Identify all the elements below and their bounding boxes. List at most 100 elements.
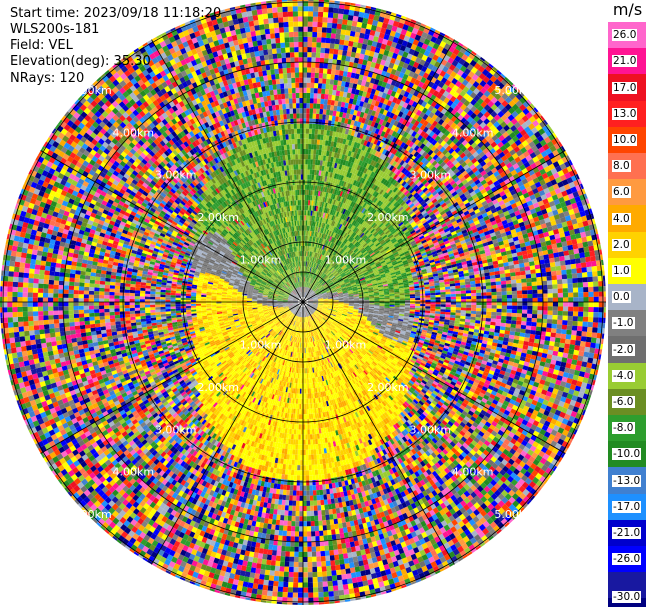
ppi-cell (325, 42, 331, 49)
ppi-cell (311, 246, 314, 252)
ppi-cell (569, 254, 575, 260)
ppi-cell (314, 205, 317, 212)
ppi-cell (520, 270, 526, 276)
ppi-cell (310, 195, 313, 201)
ppi-cell (332, 110, 337, 117)
ppi-cell (314, 139, 318, 145)
ppi-cell (327, 156, 332, 162)
ppi-cell (330, 167, 334, 173)
ppi-cell (308, 256, 310, 262)
ppi-cell (320, 52, 325, 59)
ppi-cell (303, 72, 307, 78)
ppi-cell (308, 225, 310, 231)
ppi-cell (305, 225, 307, 231)
ppi-cell (311, 205, 314, 211)
ppi-cell (319, 62, 324, 69)
ppi-cell (303, 291, 304, 297)
ppi-cell (323, 191, 327, 198)
ppi-cell (304, 194, 307, 201)
ppi-cell (309, 205, 312, 211)
ppi-cell (534, 264, 541, 270)
ppi-cell (303, 143, 306, 149)
ppi-cell (317, 175, 321, 181)
ppi-cell (311, 236, 314, 242)
ppi-cell (322, 17, 328, 23)
ppi-cell (303, 31, 308, 37)
ppi-cell (305, 271, 307, 277)
ppi-cell (306, 230, 308, 236)
ppi-cell (554, 256, 560, 263)
ppi-cell (349, 56, 355, 63)
ppi-cell (311, 215, 314, 221)
ppi-cell (328, 53, 334, 59)
ppi-cell (318, 78, 323, 84)
ppi-cell (325, 140, 329, 146)
ppi-cell (324, 124, 328, 131)
ppi-cell (308, 261, 311, 267)
ppi-cell (310, 190, 313, 196)
ppi-cell (345, 30, 351, 36)
ppi-cell (303, 159, 306, 165)
ppi-cell (338, 75, 343, 81)
ppi-cell (322, 140, 326, 146)
ppi-cell (316, 165, 320, 171)
ppi-cell (304, 271, 306, 277)
ppi-cell (329, 48, 335, 54)
ppi-cell (591, 266, 598, 272)
ppi-cell (333, 105, 338, 112)
ppi-cell (313, 195, 317, 201)
ppi-cell (338, 8, 345, 15)
ppi-cell (309, 256, 311, 262)
ppi-cell (303, 281, 305, 287)
ppi-cell (309, 108, 314, 114)
ppi-cell (331, 64, 337, 70)
ppi-cell (315, 216, 319, 222)
ppi-cell (332, 18, 338, 24)
ppi-cell (544, 262, 551, 268)
ppi-cell (313, 149, 317, 155)
ppi-cell (312, 118, 316, 124)
ppi-cell (315, 211, 318, 217)
ppi-cell (316, 37, 322, 43)
ppi-cell (304, 261, 306, 267)
ppi-cell (303, 256, 305, 262)
ppi-cell (315, 118, 319, 125)
ppi-cell (318, 73, 323, 79)
ppi-cell (303, 128, 306, 134)
ppi-cell (335, 33, 341, 40)
ppi-cell (309, 220, 312, 226)
ppi-cell (311, 169, 315, 175)
ppi-cell (304, 210, 307, 216)
ppi-cell (323, 166, 327, 172)
ppi-cell (338, 116, 343, 123)
ppi-cell (308, 256, 311, 262)
ppi-cell (321, 119, 326, 125)
ppi-cell (319, 108, 324, 115)
ppi-cell (314, 77, 319, 84)
ppi-cell (334, 43, 340, 50)
ppi-cell (303, 291, 305, 297)
ppi-cell (490, 281, 497, 286)
ppi-cell (306, 118, 310, 124)
ppi-cell (330, 33, 336, 39)
ppi-cell (305, 276, 307, 282)
ppi-cell (580, 262, 587, 268)
ppi-cell (316, 144, 320, 150)
ppi-cell (350, 25, 357, 32)
ppi-cell (309, 225, 311, 231)
ppi-cell (303, 276, 304, 282)
ppi-cell (332, 59, 338, 65)
ppi-cell (308, 230, 311, 237)
ppi-cell (315, 206, 319, 212)
ppi-cell (305, 235, 307, 241)
ppi-cell (305, 276, 307, 282)
ppi-cell (303, 261, 305, 267)
ppi-cell (317, 227, 321, 233)
ppi-cell (340, 60, 346, 66)
ppi-cell (326, 166, 330, 172)
ppi-cell (316, 221, 319, 227)
ppi-cell (314, 226, 317, 232)
ppi-cell (568, 249, 575, 256)
ppi-cell (315, 52, 321, 58)
